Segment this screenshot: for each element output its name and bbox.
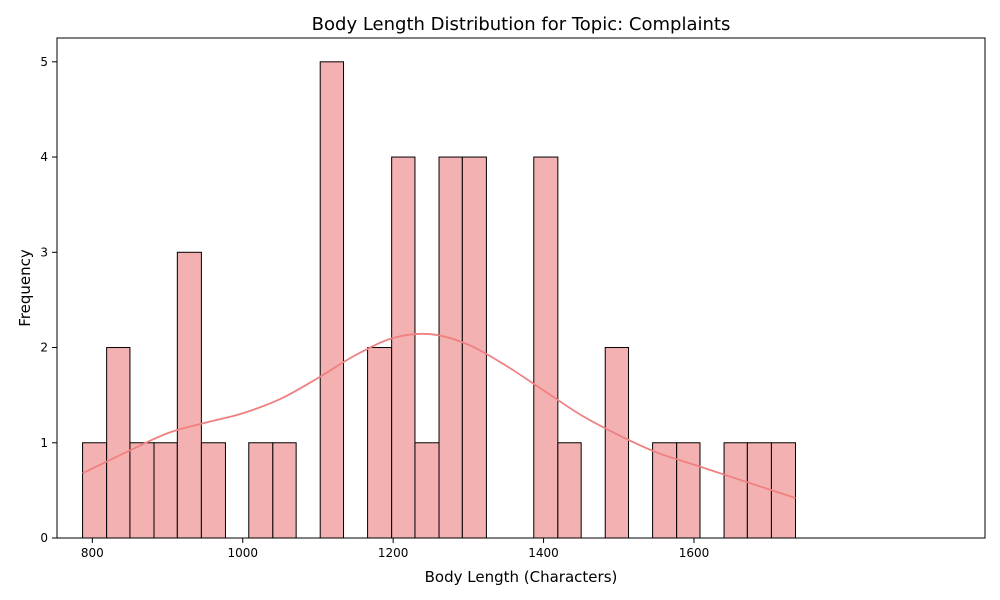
histogram-bar-15: [438, 156, 463, 539]
x-axis-ticks: 800 1000 1200 1400 1600: [81, 538, 709, 560]
histogram-bar-0: [82, 442, 108, 539]
histogram-bar-13: [391, 156, 416, 539]
histogram-bar-5: [200, 442, 226, 539]
x-tick-label-1600: 1600: [679, 546, 710, 560]
y-tick-label-3: 3: [40, 245, 48, 259]
histogram-bar-10: [319, 61, 345, 539]
kde-curve: [82, 332, 796, 499]
y-tick-label-1: 1: [40, 436, 48, 450]
x-tick-label-1200: 1200: [378, 546, 409, 560]
histogram-bar-14: [414, 442, 440, 539]
histogram-bar-27: [723, 442, 748, 539]
y-tick-label-5: 5: [40, 55, 48, 69]
y-axis-ticks: 0 1 2 3 4 5: [40, 55, 57, 545]
y-axis-label: Frequency: [16, 249, 34, 327]
plot-frame: [56, 37, 986, 539]
histogram-bar-1: [106, 347, 131, 539]
chart-title: Body Length Distribution for Topic: Comp…: [312, 14, 731, 35]
y-tick-label-4: 4: [40, 150, 48, 164]
y-tick-label-2: 2: [40, 341, 48, 355]
x-axis-label: Body Length (Characters): [425, 568, 618, 586]
histogram-bar-2: [129, 442, 155, 539]
x-tick-label-1000: 1000: [227, 546, 258, 560]
histogram-bar-19: [533, 156, 559, 539]
x-tick-label-800: 800: [81, 546, 104, 560]
histogram-bar-24: [652, 442, 678, 539]
histogram-bar-3: [153, 442, 178, 539]
histogram-bar-7: [248, 442, 274, 539]
histogram-bar-4: [176, 251, 202, 539]
histogram-bar-25: [676, 442, 701, 539]
histogram-bar-8: [272, 442, 297, 539]
histogram-bar-20: [557, 442, 582, 539]
histogram-bar-22: [604, 347, 630, 539]
x-tick-label-1400: 1400: [528, 546, 559, 560]
y-tick-label-0: 0: [40, 531, 48, 545]
histogram-bar-29: [770, 442, 796, 539]
histogram-bar-12: [367, 347, 393, 539]
histogram-bar-28: [746, 442, 772, 539]
bars-group: [82, 61, 796, 539]
